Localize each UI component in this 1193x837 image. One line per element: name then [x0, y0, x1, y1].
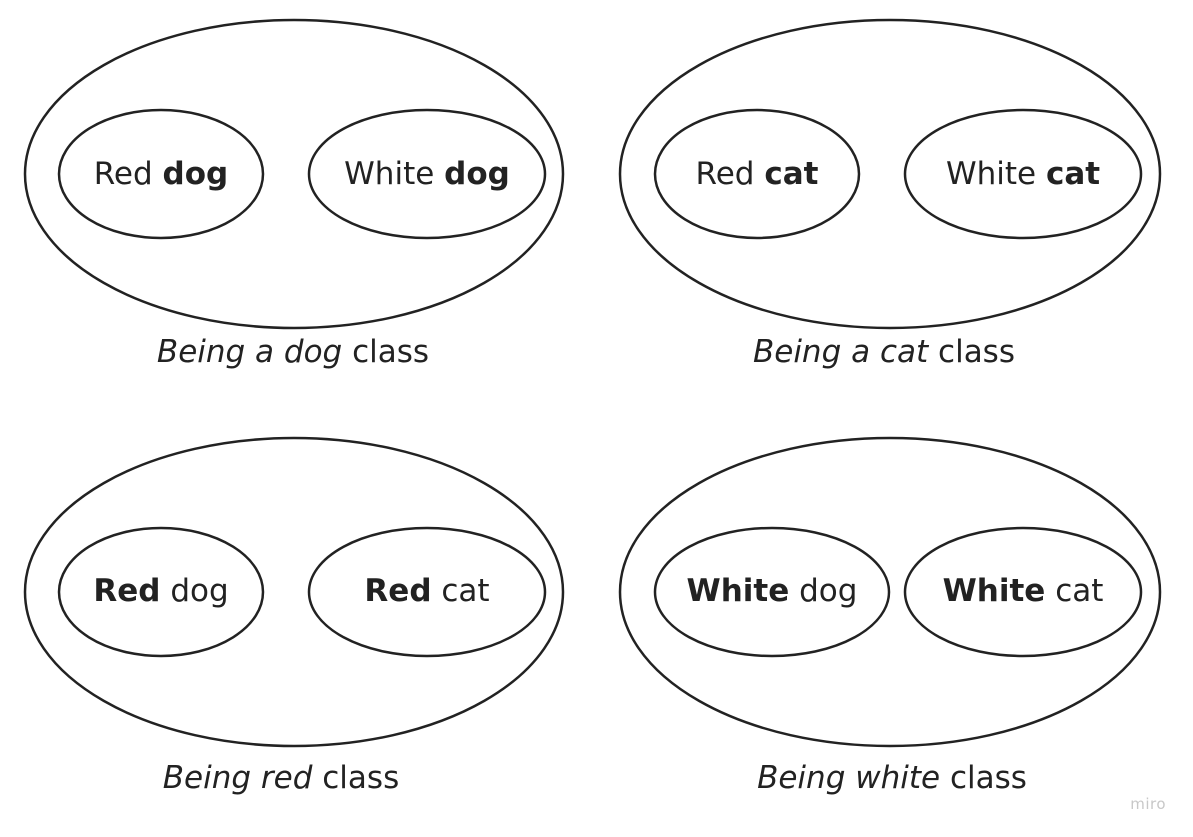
red-cat-label: Red cat — [696, 156, 819, 192]
white-cat-label: White cat — [946, 156, 1100, 192]
white-cat-ellipse-2 — [903, 526, 1143, 658]
white-cat-label-2: White cat — [943, 573, 1104, 609]
white-class-ellipse — [618, 436, 1162, 748]
dog-class-group: Red dog White dog Being a dog class — [23, 18, 565, 370]
red-dog-label-2: Red dog — [93, 573, 228, 609]
white-dog-ellipse — [307, 108, 547, 240]
red-cat-ellipse — [653, 108, 861, 240]
white-cat-ellipse — [903, 108, 1143, 240]
red-class-group: Red dog Red cat Being red class — [23, 436, 565, 796]
white-class-caption: Being white class — [757, 760, 1027, 796]
cat-class-ellipse — [618, 18, 1162, 330]
red-cat-label-2: Red cat — [364, 573, 489, 609]
miro-watermark: miro — [1130, 795, 1166, 813]
white-dog-label: White dog — [344, 156, 510, 192]
red-dog-ellipse — [57, 108, 265, 240]
red-dog-ellipse-2 — [57, 526, 265, 658]
red-dog-label: Red dog — [94, 156, 228, 192]
red-cat-ellipse-2 — [307, 526, 547, 658]
dog-class-caption: Being a dog class — [157, 334, 429, 370]
white-class-group: White dog White cat Being white class — [618, 436, 1162, 796]
dog-class-ellipse — [23, 18, 565, 330]
red-class-caption: Being red class — [163, 760, 399, 796]
cat-class-caption: Being a cat class — [753, 334, 1015, 370]
white-dog-ellipse-2 — [653, 526, 891, 658]
red-class-ellipse — [23, 436, 565, 748]
white-dog-label-2: White dog — [687, 573, 858, 609]
cat-class-group: Red cat White cat Being a cat class — [618, 18, 1162, 370]
